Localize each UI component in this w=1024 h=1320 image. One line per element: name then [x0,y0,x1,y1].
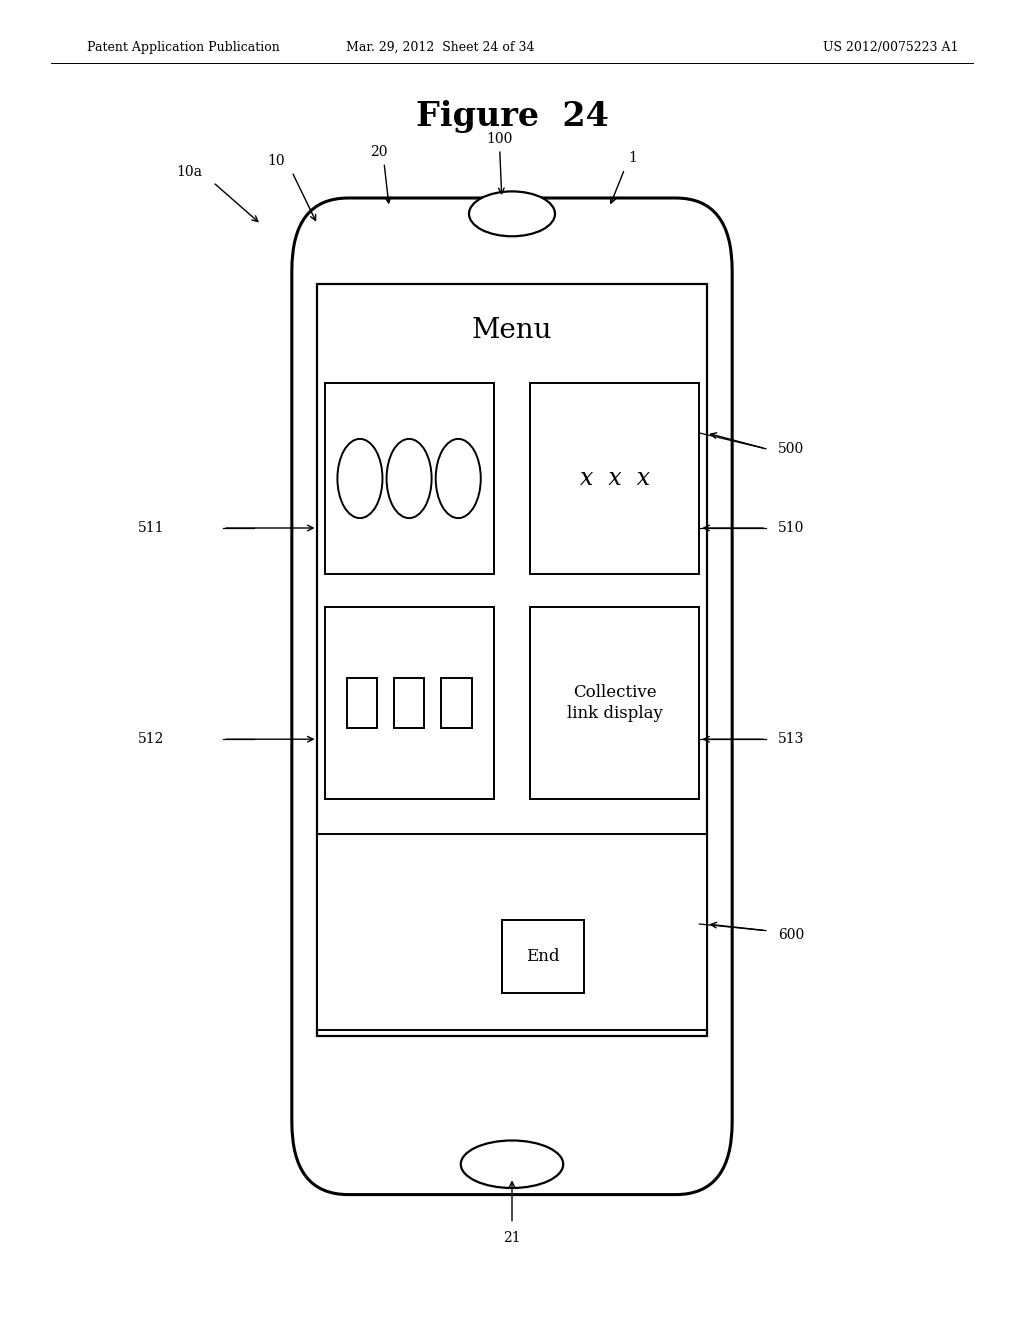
Bar [530,607,699,799]
Text: Mar. 29, 2012  Sheet 24 of 34: Mar. 29, 2012 Sheet 24 of 34 [346,41,535,54]
Text: 10a: 10a [176,165,203,178]
Text: 500: 500 [778,442,805,455]
Text: 100: 100 [486,132,513,145]
Ellipse shape [386,438,432,519]
Text: 10: 10 [267,154,286,168]
Ellipse shape [461,1140,563,1188]
Text: 600: 600 [778,928,805,941]
Text: End: End [526,948,559,965]
Ellipse shape [469,191,555,236]
Text: US 2012/0075223 A1: US 2012/0075223 A1 [823,41,958,54]
Bar [530,383,699,574]
Ellipse shape [436,438,481,519]
Bar [325,383,494,574]
Bar [440,678,471,729]
Text: 21: 21 [503,1232,521,1245]
Text: 511: 511 [138,521,165,535]
FancyBboxPatch shape [292,198,732,1195]
Text: 20: 20 [370,145,388,158]
Bar [502,920,584,993]
Bar [325,607,494,799]
Text: Patent Application Publication: Patent Application Publication [87,41,280,54]
Text: Menu: Menu [472,317,552,343]
Bar [317,834,707,1030]
Text: 510: 510 [778,521,805,535]
Bar [317,284,707,1036]
Bar [346,678,378,729]
Text: x  x  x: x x x [580,467,650,490]
Text: 1: 1 [629,152,637,165]
Text: 512: 512 [138,733,165,746]
Text: Collective
link display: Collective link display [567,684,663,722]
Text: 513: 513 [778,733,805,746]
Text: Figure  24: Figure 24 [416,99,608,132]
Bar [393,678,424,729]
Ellipse shape [338,438,383,519]
